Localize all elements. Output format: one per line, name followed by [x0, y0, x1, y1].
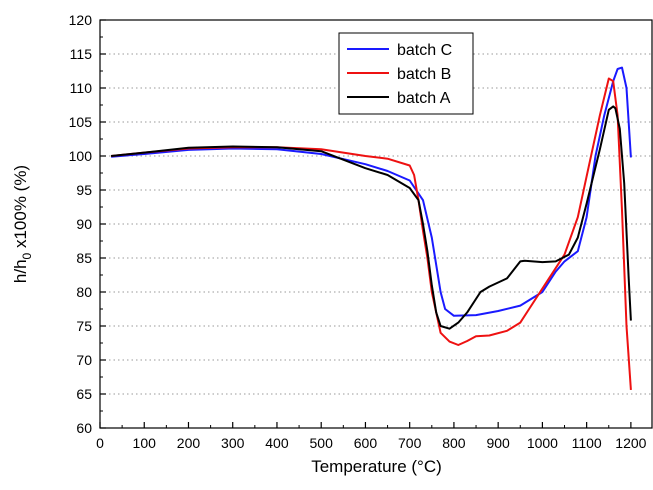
- x-tick-label: 0: [96, 435, 104, 451]
- x-tick-label: 1100: [572, 435, 602, 451]
- y-tick-label: 110: [70, 80, 93, 96]
- legend: batch C batch B batch A: [338, 32, 474, 115]
- axis-ticks: [99, 19, 632, 429]
- series-line: [110, 105, 632, 330]
- y-tick-label: 85: [76, 250, 92, 266]
- series-line: [110, 77, 632, 390]
- x-tick-label: 700: [398, 435, 422, 451]
- x-tick-label: 100: [133, 435, 157, 451]
- x-tick-label: 600: [354, 435, 378, 451]
- legend-label: batch C: [397, 42, 452, 59]
- y-tick-label: 90: [76, 216, 92, 232]
- y-tick-label: 100: [69, 148, 93, 164]
- x-tick-label: 800: [442, 435, 466, 451]
- x-tick-label: 200: [177, 435, 201, 451]
- y-axis-title-main: h/h: [11, 259, 30, 283]
- y-axis-title-rest: x100% (%): [11, 165, 30, 253]
- legend-label: batch B: [397, 66, 451, 83]
- y-tick-label: 80: [76, 284, 92, 300]
- y-tick-label: 115: [70, 46, 93, 62]
- x-tick-label: 900: [486, 435, 510, 451]
- x-tick-label: 400: [265, 435, 289, 451]
- x-tick-label: 300: [221, 435, 245, 451]
- legend-label: batch A: [397, 90, 451, 107]
- y-tick-label: 75: [76, 318, 92, 334]
- y-tick-label: 70: [76, 352, 92, 368]
- y-tick-label: 120: [69, 12, 93, 28]
- x-tick-label: 500: [310, 435, 334, 451]
- y-tick-label: 95: [76, 182, 92, 198]
- y-tick-label: 105: [69, 114, 93, 130]
- y-axis-title-subscript: 0: [20, 252, 34, 259]
- y-tick-label: 60: [76, 420, 92, 436]
- y-axis-title: h/h0 x100% (%): [11, 165, 34, 283]
- x-tick-label: 1200: [615, 435, 646, 451]
- y-tick-label: 65: [76, 386, 92, 402]
- x-tick-label: 1000: [527, 435, 558, 451]
- series-lines: [110, 66, 632, 390]
- x-axis-title: Temperature (°C): [311, 457, 442, 476]
